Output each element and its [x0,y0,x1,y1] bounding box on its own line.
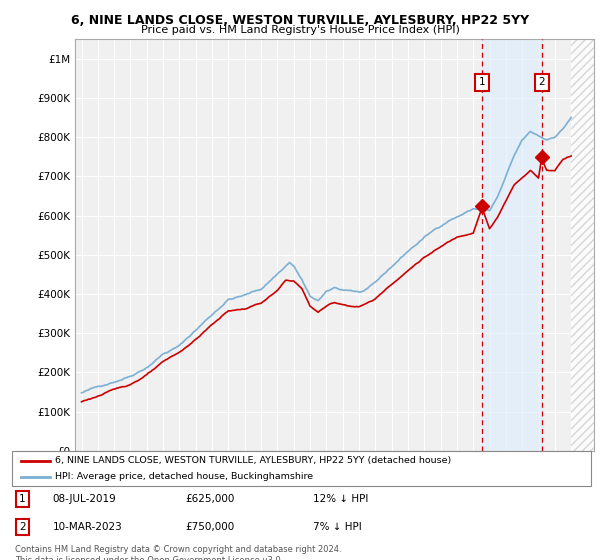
Text: 6, NINE LANDS CLOSE, WESTON TURVILLE, AYLESBURY, HP22 5YY (detached house): 6, NINE LANDS CLOSE, WESTON TURVILLE, AY… [55,456,452,465]
Text: 2: 2 [19,522,26,532]
Text: HPI: Average price, detached house, Buckinghamshire: HPI: Average price, detached house, Buck… [55,472,314,482]
Text: £625,000: £625,000 [186,494,235,503]
FancyBboxPatch shape [12,451,591,486]
Text: 12% ↓ HPI: 12% ↓ HPI [313,494,368,503]
Text: 2: 2 [538,77,545,87]
Bar [571,39,594,451]
Bar [482,39,542,451]
Text: 08-JUL-2019: 08-JUL-2019 [53,494,116,503]
Text: 10-MAR-2023: 10-MAR-2023 [53,522,122,532]
Text: 1: 1 [19,494,26,503]
Text: 6, NINE LANDS CLOSE, WESTON TURVILLE, AYLESBURY, HP22 5YY: 6, NINE LANDS CLOSE, WESTON TURVILLE, AY… [71,14,529,27]
Text: £750,000: £750,000 [186,522,235,532]
Text: 7% ↓ HPI: 7% ↓ HPI [313,522,362,532]
Text: 1: 1 [479,77,485,87]
Text: Contains HM Land Registry data © Crown copyright and database right 2024.
This d: Contains HM Land Registry data © Crown c… [15,545,341,560]
Text: Price paid vs. HM Land Registry's House Price Index (HPI): Price paid vs. HM Land Registry's House … [140,25,460,35]
